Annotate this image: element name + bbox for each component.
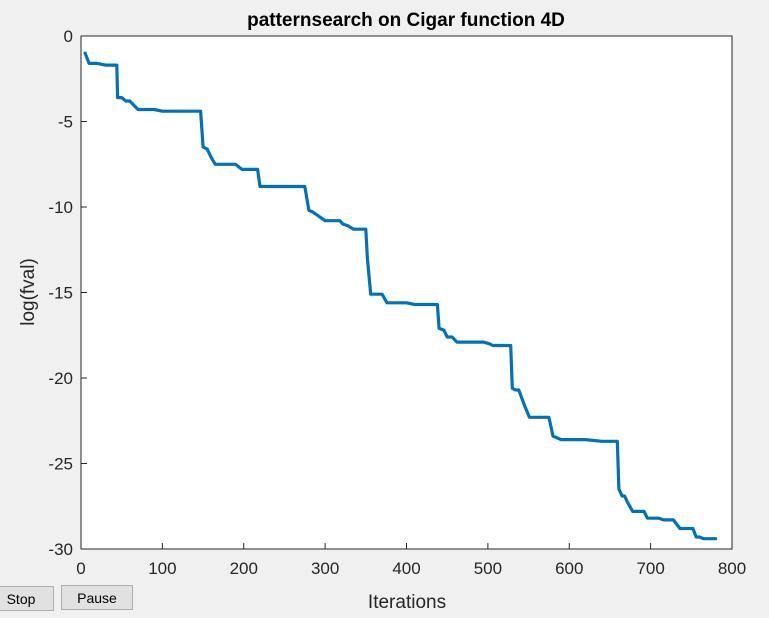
y-tick-label: -10 — [48, 198, 73, 217]
plot-area — [81, 36, 732, 549]
x-tick-label: 700 — [636, 559, 664, 578]
pause-button-label: Pause — [77, 589, 117, 606]
y-tick-label: -15 — [48, 284, 73, 303]
x-tick-label: 200 — [230, 559, 258, 578]
marks-layer — [83, 51, 718, 541]
series-line — [83, 51, 718, 541]
x-axis-label: Iterations — [368, 592, 446, 613]
x-tick-label: 0 — [76, 559, 85, 578]
y-tick-label: -30 — [48, 540, 73, 559]
ticks-layer: 0 100 200 300 400 500 600 700 800 0 -5 -10 -15 -20 -25… — [48, 27, 746, 578]
x-tick-label: 600 — [555, 559, 583, 578]
y-axis-label: log(fval) — [18, 258, 39, 326]
x-tick-label: 300 — [311, 559, 339, 578]
chart-title: patternsearch on Cigar function 4D — [247, 10, 565, 31]
x-tick-label: 800 — [718, 559, 746, 578]
x-tick-label: 100 — [148, 559, 176, 578]
y-tick-label: 0 — [64, 27, 73, 46]
pause-button[interactable]: Pause — [61, 585, 133, 610]
stop-button-label: Stop — [6, 590, 36, 607]
y-tick-label: -20 — [48, 369, 73, 388]
x-tick-label: 400 — [392, 559, 420, 578]
stop-button[interactable]: Stop — [0, 586, 54, 611]
x-tick-label: 500 — [474, 559, 502, 578]
y-tick-label: -25 — [48, 455, 73, 474]
y-tick-label: -5 — [58, 113, 73, 132]
